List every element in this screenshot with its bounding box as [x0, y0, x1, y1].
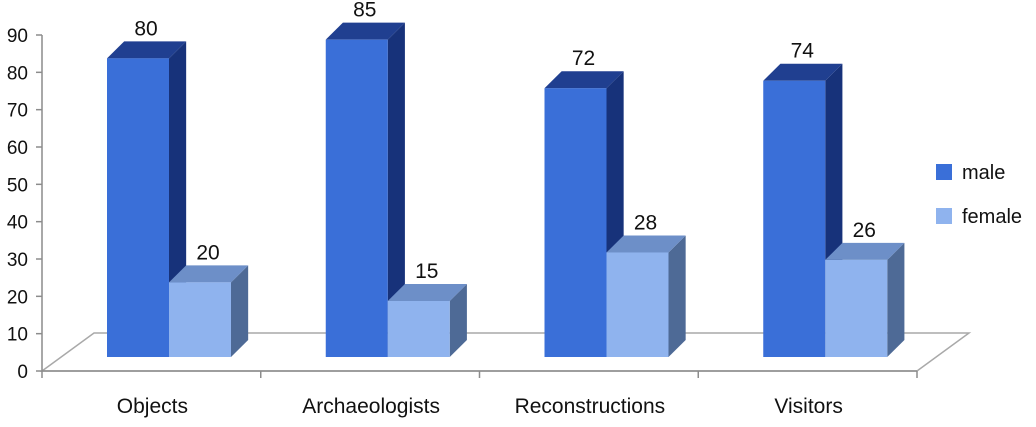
legend: male female [936, 162, 1022, 228]
bar-top [544, 71, 624, 89]
data-labels: 80 20 85 15 72 28 74 26 [134, 0, 876, 283]
y-tick-label: 70 [7, 101, 28, 122]
bar-top [387, 284, 467, 301]
bar-top [107, 41, 187, 59]
bar [387, 284, 467, 357]
bar-front [606, 252, 669, 357]
bar-side [668, 235, 686, 357]
bar-front [544, 88, 607, 357]
y-tick-label: 20 [7, 287, 28, 308]
data-label: 85 [353, 0, 376, 22]
legend-label: male [962, 162, 1005, 184]
x-tick-label: Archaeologists [302, 395, 440, 418]
bar-side [887, 242, 905, 357]
bar-front [325, 39, 388, 358]
bar [169, 265, 249, 357]
legend-item: male [936, 162, 1005, 184]
data-label: 80 [134, 17, 157, 40]
bar-front [107, 58, 169, 357]
y-tick-label: 10 [7, 325, 28, 346]
x-tick-label: Visitors [774, 395, 842, 418]
bar [825, 242, 905, 357]
bar-front [763, 80, 826, 357]
bar-top [169, 265, 249, 283]
bar [544, 71, 624, 357]
y-tick-label: 90 [7, 26, 28, 47]
bar-top [825, 242, 905, 260]
y-tick-label: 60 [7, 138, 28, 159]
bar-side [231, 265, 249, 357]
bar-top [763, 63, 843, 81]
bar-side [449, 284, 467, 357]
bar-side [387, 22, 405, 358]
bar-front [169, 282, 231, 357]
y-tick-label: 40 [7, 213, 28, 234]
bar-front [387, 301, 450, 357]
x-tick-label: Reconstructions [515, 395, 666, 418]
data-label: 20 [196, 241, 219, 264]
legend-swatch [936, 208, 952, 224]
y-tick-label: 0 [17, 362, 28, 383]
data-label: 28 [634, 211, 657, 234]
bar [107, 41, 187, 357]
data-label: 72 [572, 47, 595, 70]
y-tick-label: 30 [7, 250, 28, 271]
bar-front [825, 259, 888, 357]
bar-top [325, 22, 405, 40]
bar [325, 22, 405, 358]
legend-item: female [936, 206, 1022, 228]
axes: 0 10 20 30 40 50 60 70 80 90 Objects Archaeologists… [7, 26, 918, 418]
legend-swatch [936, 164, 952, 180]
y-tick-label: 80 [7, 63, 28, 84]
data-label: 26 [853, 219, 876, 242]
legend-label: female [962, 206, 1022, 228]
x-tick-label: Objects [117, 395, 188, 418]
y-tick-label: 50 [7, 175, 28, 196]
data-label: 15 [415, 260, 438, 283]
bars [107, 22, 905, 358]
data-label: 74 [791, 40, 815, 63]
bar [606, 235, 686, 357]
bar-top [606, 235, 686, 253]
